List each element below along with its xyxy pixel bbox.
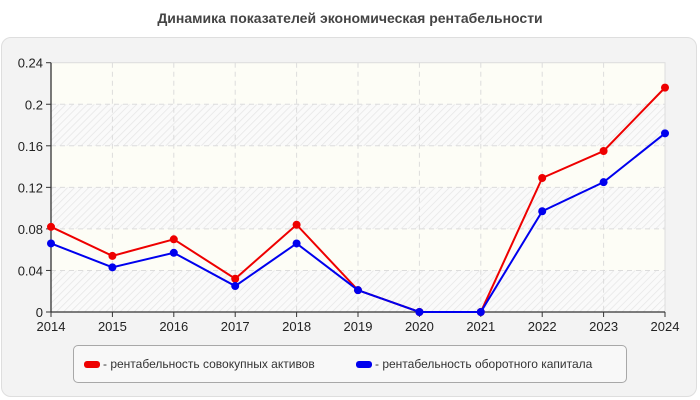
- x-tick-label: 2014: [37, 319, 66, 334]
- data-point: [599, 178, 608, 187]
- x-tick-label: 2019: [344, 319, 373, 334]
- data-point: [231, 282, 240, 291]
- legend: - рентабельность совокупных активов - ре…: [73, 345, 627, 383]
- data-point: [538, 174, 547, 183]
- y-tick-label: 0: [36, 305, 43, 320]
- y-tick-label: 0.24: [18, 56, 43, 71]
- data-point: [169, 235, 178, 244]
- data-point: [47, 222, 55, 231]
- data-point: [108, 263, 117, 272]
- y-tick-label: 0.08: [18, 222, 43, 237]
- data-point: [354, 286, 362, 295]
- y-tick-label: 0.2: [25, 97, 43, 112]
- x-tick-label: 2020: [405, 319, 434, 334]
- x-tick-label: 2015: [98, 319, 127, 334]
- legend-label: - рентабельность оборотного капитала: [375, 357, 593, 371]
- legend-label: - рентабельность совокупных активов: [103, 357, 315, 371]
- data-point: [47, 239, 55, 248]
- legend-swatch-red: [84, 360, 100, 368]
- x-tick-label: 2018: [282, 319, 311, 334]
- data-point: [292, 239, 301, 248]
- y-tick-label: 0.16: [18, 139, 43, 154]
- data-point: [292, 220, 301, 229]
- data-point: [108, 251, 117, 260]
- y-tick-label: 0.12: [18, 180, 43, 195]
- x-tick-label: 2016: [159, 319, 188, 334]
- chart-title: Динамика показателей экономическая рента…: [157, 10, 543, 26]
- data-point: [661, 129, 669, 138]
- x-tick-label: 2022: [528, 319, 557, 334]
- data-point: [661, 83, 669, 92]
- data-series: [47, 83, 669, 316]
- data-point: [538, 207, 547, 216]
- legend-item-working-capital: - рентабельность оборотного капитала: [356, 357, 592, 371]
- series-1: [47, 129, 669, 316]
- legend-swatch-blue: [356, 360, 372, 368]
- data-point: [169, 248, 178, 257]
- y-tick-label: 0.04: [18, 263, 43, 278]
- data-point: [415, 308, 424, 316]
- legend-item-assets: - рентабельность совокупных активов: [84, 357, 315, 371]
- x-tick-label: 2024: [651, 319, 680, 334]
- data-point: [476, 308, 485, 316]
- data-point: [231, 274, 240, 283]
- axes: 0 0.04 0.08 0.12 0.16 0.2 0.24 2014 2015 2016 2017…: [18, 56, 680, 334]
- x-tick-label: 2021: [466, 319, 495, 334]
- x-tick-label: 2017: [221, 319, 250, 334]
- x-tick-label: 2023: [589, 319, 618, 334]
- data-point: [599, 146, 608, 155]
